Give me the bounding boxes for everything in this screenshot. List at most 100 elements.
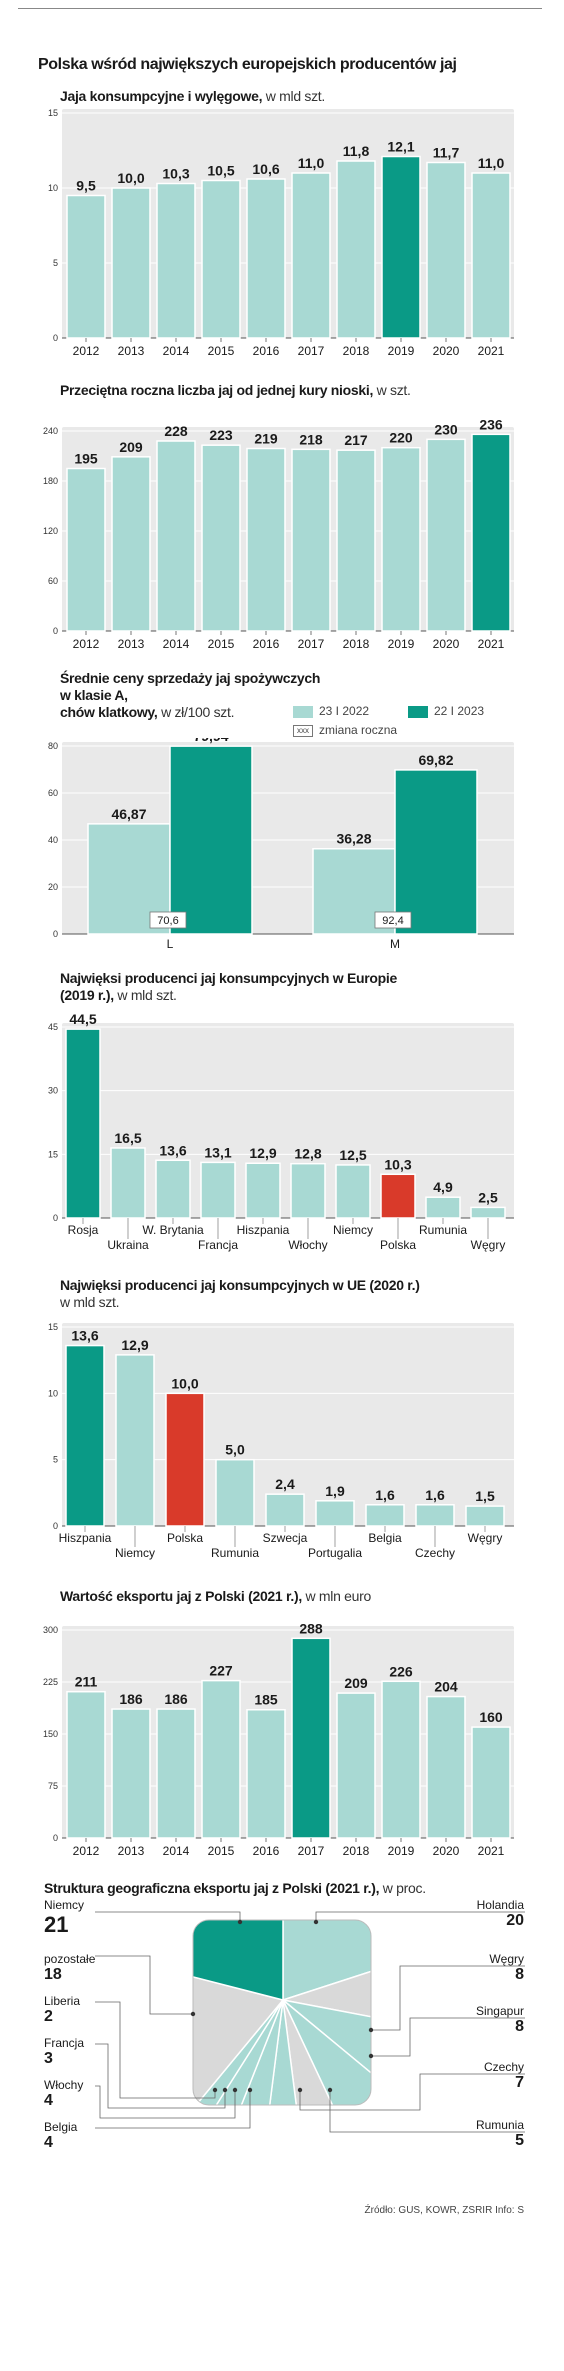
change-box-M <box>374 911 412 929</box>
bar-2020 <box>426 1695 466 1839</box>
pie-label-niemcy: Niemcy 21 <box>44 1898 84 1937</box>
data-label-2015: 227 <box>209 1663 233 1679</box>
bar-Włochy <box>290 1162 326 1219</box>
pie-slices <box>193 1920 371 2105</box>
y-tick-label: 180 <box>43 476 58 486</box>
chart7-unit: w proc. <box>382 1880 426 1896</box>
x-tick-label-Belgia: Belgia <box>368 1531 402 1545</box>
x-tick-label-2020: 2020 <box>433 344 460 358</box>
x-tick-label-2021: 2021 <box>478 637 505 651</box>
bar-Rumunia <box>425 1196 461 1219</box>
chart1-title-text: Jaja konsumpcyjne i wylęgowe, <box>60 88 263 104</box>
bar-2020 <box>426 438 466 632</box>
pie-slice-Holandia <box>282 1920 371 2002</box>
x-tick-label-Polska: Polska <box>380 1238 416 1252</box>
pie-label-wlochy-name: Włochy <box>44 2078 84 2092</box>
bar-2014 <box>156 1708 196 1839</box>
pie-label-niemcy-name: Niemcy <box>44 1898 85 1912</box>
bar-2015 <box>201 179 241 339</box>
change-label-M: 92,4 <box>382 915 403 927</box>
x-tick-label-L: L <box>167 937 174 951</box>
bar-2012 <box>66 467 106 632</box>
bar-Hiszpania <box>65 1344 105 1527</box>
x-tick-label-2014: 2014 <box>163 637 190 651</box>
pie-label-rumunia: Rumunia 5 <box>476 2118 524 2149</box>
chart1-unit: w mld szt. <box>265 88 326 104</box>
leader-dot <box>237 1919 243 1925</box>
data-label-M: 36,28 <box>336 831 371 847</box>
data-label-Francja: 13,1 <box>204 1144 231 1160</box>
y-tick-label: 225 <box>43 1677 58 1687</box>
data-label-Portugalia: 1,9 <box>325 1483 345 1499</box>
pie-label-wegry-value: 8 <box>515 1966 524 1983</box>
chart1-title: Jaja konsumpcyjne i wylęgowe, w mld szt. <box>60 88 325 104</box>
bar-Ukraina <box>110 1147 146 1219</box>
bar-2021 <box>471 172 511 339</box>
data-label-2020: 230 <box>434 421 458 437</box>
bar-Szwecja <box>265 1493 305 1527</box>
pie-label-czechy-value: 7 <box>515 2074 524 2091</box>
pie-label-pozostale-name: pozostałe <box>44 1952 96 1966</box>
data-label-2014: 10,3 <box>162 166 189 182</box>
y-tick-label: 0 <box>53 333 58 343</box>
x-tick-label-Niemcy: Niemcy <box>333 1223 373 1237</box>
data-label-2020: 11,7 <box>433 145 460 161</box>
pie-label-francja: Francja 3 <box>44 2036 84 2067</box>
data-label-2016: 185 <box>254 1692 278 1708</box>
leader-line <box>371 1965 525 2031</box>
chart6-title: Wartość eksportu jaj z Polski (2021 r.),… <box>60 1588 371 1604</box>
x-tick-label-Włochy: Włochy <box>288 1238 327 1252</box>
chart7-export-structure <box>95 1911 525 2133</box>
pie-slice-Liberia <box>193 1999 284 2105</box>
bar-2013 <box>111 1708 151 1839</box>
legend-swatch-light <box>293 705 313 718</box>
x-tick-label-2019: 2019 <box>388 637 415 651</box>
bar-L-22 I 2023 <box>169 745 253 935</box>
pie-label-holandia-name: Holandia <box>476 1898 524 1912</box>
bar-2021 <box>471 433 511 632</box>
chart2-unit: w szt. <box>376 382 411 398</box>
y-tick-label: 0 <box>53 1213 58 1223</box>
pie-slice-Rumunia <box>282 1999 371 2105</box>
data-label-Rosja: 44,5 <box>69 1012 96 1027</box>
x-tick-label-2015: 2015 <box>208 637 235 651</box>
pie-label-holandia-value: 20 <box>506 1912 524 1929</box>
y-tick-label: 300 <box>43 1625 58 1635</box>
data-label-2018: 209 <box>344 1675 368 1691</box>
data-label-2012: 211 <box>75 1674 98 1690</box>
chart4-title: Najwięksi producenci jaj konsumpcyjnych … <box>60 970 540 1004</box>
x-tick-label-Szwecja: Szwecja <box>263 1531 308 1545</box>
pie-label-wlochy-value: 4 <box>44 2092 53 2109</box>
chart6-title-text: Wartość eksportu jaj z Polski (2021 r.), <box>60 1588 302 1604</box>
data-label-2013: 186 <box>119 1691 143 1707</box>
bar-Polska <box>380 1173 416 1219</box>
data-label-2013: 10,0 <box>117 170 144 186</box>
bar-2018 <box>336 1692 376 1839</box>
x-tick-label-2018: 2018 <box>343 637 370 651</box>
data-label-2019: 226 <box>389 1663 413 1679</box>
x-tick-label-2012: 2012 <box>73 1844 100 1858</box>
bar-Niemcy <box>335 1164 371 1219</box>
data-label-2021: 236 <box>479 416 503 432</box>
pie-label-wlochy: Włochy 4 <box>44 2078 83 2109</box>
top-rule <box>18 8 542 9</box>
data-label-W. Brytania: 13,6 <box>159 1142 186 1158</box>
y-tick-label: 20 <box>48 882 58 892</box>
y-tick-label: 120 <box>43 526 58 536</box>
bar-Czechy <box>415 1504 455 1527</box>
chart3-unit: w zł/100 szt. <box>161 704 235 720</box>
pie-label-belgia-value: 4 <box>44 2134 53 2151</box>
bar-Polska <box>165 1392 205 1527</box>
bar-Francja <box>200 1161 236 1219</box>
pie-label-pozostale: pozostałe 18 <box>44 1952 95 1983</box>
legend-item-2022: 23 I 2022 <box>293 704 369 718</box>
data-label-2017: 288 <box>299 1620 323 1636</box>
bar-2012 <box>66 1690 106 1839</box>
bar-W. Brytania <box>155 1159 191 1219</box>
chart6-unit: w mln euro <box>305 1588 372 1604</box>
chart7-title-text: Struktura geograficzna eksportu jaj z Po… <box>44 1880 380 1896</box>
chart2-title-text: Przeciętna roczna liczba jaj od jednej k… <box>60 382 374 398</box>
bar-2014 <box>156 182 196 339</box>
leader-dot <box>297 2087 303 2093</box>
x-tick-label-2013: 2013 <box>118 1844 145 1858</box>
